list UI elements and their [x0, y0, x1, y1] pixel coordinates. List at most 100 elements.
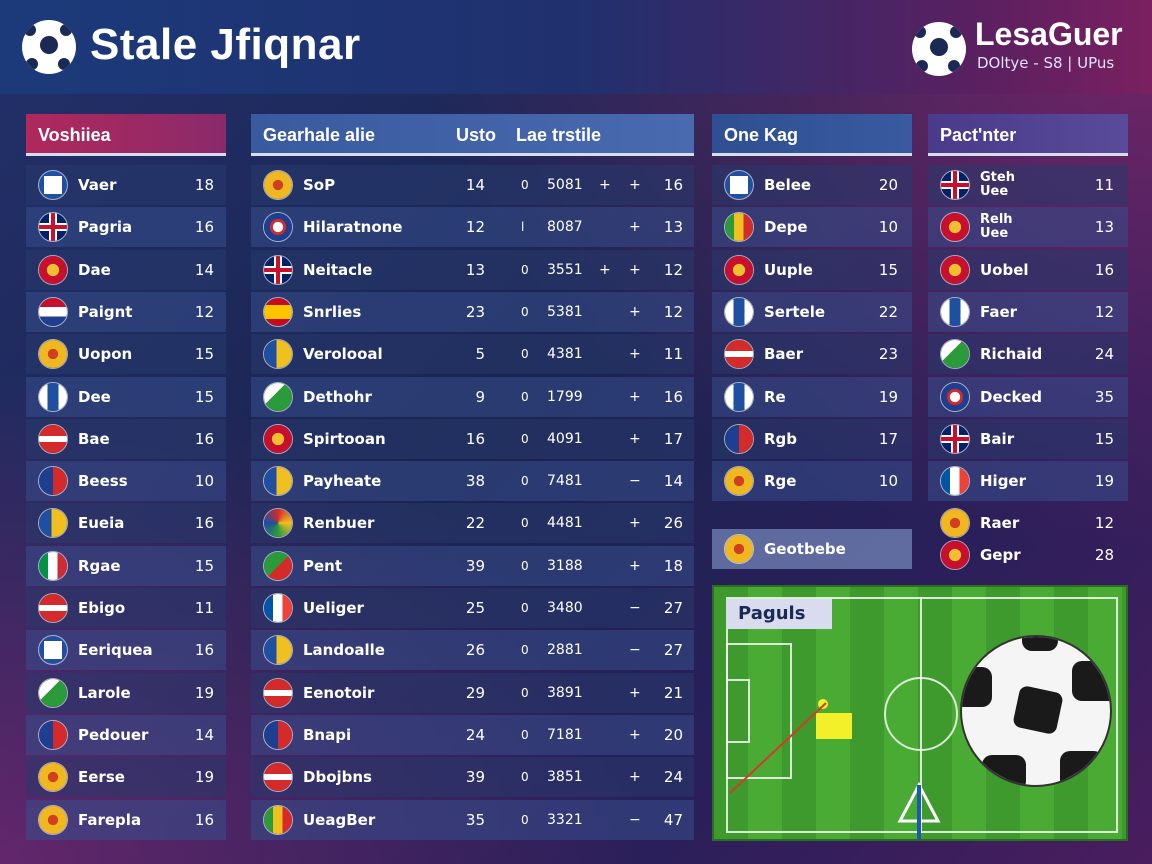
team-points: 16 — [194, 810, 214, 829]
panel-1-header: Voshiiea — [26, 114, 226, 156]
table-row[interactable]: Bae 16 — [26, 418, 226, 459]
table-row[interactable]: SoP 14 0 5081 + +16 — [251, 165, 694, 205]
table-row[interactable]: Higer 19 — [928, 461, 1128, 502]
team-points: 17 — [663, 429, 683, 448]
table-row[interactable]: Snrlies 23 0 5381 +12 — [251, 291, 694, 332]
table-row[interactable]: Eerse 19 — [26, 757, 226, 798]
table-row[interactable]: Paignt 12 — [26, 291, 226, 332]
team-flag-icon — [724, 296, 754, 327]
table-row[interactable]: Verolooal 5 0 4381 +11 — [251, 334, 694, 375]
table-row[interactable]: Rge 10 — [712, 461, 912, 502]
team-points: 13 — [1094, 218, 1114, 237]
team-score: 7181 — [547, 726, 583, 743]
team-name: Pedouer — [78, 725, 149, 744]
table-row[interactable]: Depe 10 — [712, 207, 912, 248]
table-row[interactable]: Dae 14 — [26, 249, 226, 290]
table-row[interactable]: Belee 20 — [712, 165, 912, 205]
table-row[interactable]: Neitacle 13 0 3551 + +12 — [251, 249, 694, 290]
table-row[interactable]: Gepr 28 — [928, 535, 1128, 570]
table-row[interactable]: Beess 10 — [26, 461, 226, 502]
team-flag-icon — [940, 339, 970, 370]
table-row[interactable]: Baer 23 — [712, 334, 912, 375]
team-name: Beess — [78, 472, 128, 491]
table-row[interactable]: Landoalle 26 0 2881 − 27 — [251, 630, 694, 671]
panel-3-extra-row[interactable]: Geotbebe — [712, 529, 912, 569]
table-row[interactable]: Pedouer 14 — [26, 714, 226, 755]
team-name: Pagria — [78, 218, 133, 237]
table-row[interactable]: Re 19 — [712, 376, 912, 417]
table-row[interactable]: Bnapi 24 0 7181 +20 — [251, 714, 694, 755]
team-flag-icon — [263, 593, 293, 623]
table-row[interactable]: Rgae 15 — [26, 545, 226, 586]
team-flag-icon — [724, 466, 754, 497]
table-row[interactable]: Spirtooan 16 0 4091 +17 — [251, 418, 694, 459]
table-row[interactable]: Dethohr 9 0 1799 +16 — [251, 376, 694, 417]
team-points: 19 — [194, 683, 214, 702]
team-name: Neitacle — [303, 260, 373, 279]
team-flag-icon — [38, 719, 68, 750]
team-points: 19 — [194, 768, 214, 787]
table-row[interactable]: Dee 15 — [26, 376, 226, 417]
team-points: 12 — [194, 302, 214, 321]
table-row[interactable]: Eueia 16 — [26, 503, 226, 544]
team-flag-icon — [263, 212, 293, 243]
table-row[interactable]: Decked 35 — [928, 376, 1128, 417]
table-row[interactable]: Dbojbns 39 0 3851 +24 — [251, 757, 694, 798]
table-row[interactable]: Ueliger 25 0 3480 − 27 — [251, 588, 694, 628]
table-row[interactable]: Uuple 15 — [712, 249, 912, 290]
table-row[interactable]: UeagBer 35 0 3321 − 47 — [251, 799, 694, 840]
team-change: + — [629, 557, 641, 574]
team-games: 9 — [475, 387, 485, 406]
team-name: Sertele — [764, 302, 826, 321]
team-flag-icon — [263, 254, 293, 285]
team-flag-icon — [38, 339, 68, 370]
team-name: Larole — [78, 683, 131, 702]
team-points: 16 — [194, 218, 214, 237]
table-row[interactable]: Pagria 16 — [26, 207, 226, 248]
team-name: Snrlies — [303, 302, 362, 321]
table-row[interactable]: Relh Uee 13 — [928, 207, 1128, 248]
team-flag-icon — [38, 635, 68, 666]
table-row[interactable]: Vaer 18 — [26, 165, 226, 205]
table-row[interactable]: Raer 12 — [928, 503, 1128, 538]
team-change: + — [629, 177, 641, 193]
table-row[interactable]: Hilaratnone 12 l 8087 +13 — [251, 207, 694, 248]
team-score: 3851 — [547, 769, 583, 786]
team-change: + — [629, 388, 641, 405]
team-name: Rgb — [764, 429, 798, 448]
table-row[interactable]: Larole 19 — [26, 672, 226, 713]
team-name: Decked — [980, 387, 1042, 406]
table-row[interactable]: Sertele 22 — [712, 291, 912, 332]
team-change: + — [629, 515, 641, 532]
table-row[interactable]: Eenotoir 29 0 3891 +21 — [251, 672, 694, 713]
team-points: 27 — [663, 641, 683, 660]
team-score: 3188 — [547, 557, 583, 574]
team-points: 14 — [194, 260, 214, 279]
table-row[interactable]: Eeriquea 16 — [26, 630, 226, 671]
team-draws: 0 — [521, 304, 529, 319]
team-flag-icon — [940, 381, 970, 412]
table-row[interactable]: Rgb 17 — [712, 418, 912, 459]
table-row[interactable]: Farepla 16 — [26, 799, 226, 840]
standings-panel-3: One Kag Belee 20 Depe 10 Uuple 15 Sertele 22 Bae… — [712, 114, 912, 574]
team-points: 23 — [878, 345, 898, 364]
team-flag-icon — [263, 719, 293, 750]
team-flag-icon — [724, 170, 754, 200]
table-row[interactable]: Renbuer 22 0 4481 +26 — [251, 503, 694, 544]
team-points: 17 — [878, 429, 898, 448]
table-row[interactable]: Ebigo 11 — [26, 588, 226, 628]
table-row[interactable]: Uopon 15 — [26, 334, 226, 375]
table-row[interactable]: Richaid 24 — [928, 334, 1128, 375]
team-points: 14 — [194, 725, 214, 744]
table-row[interactable]: Gteh Uee 11 — [928, 165, 1128, 205]
table-row[interactable]: Faer 12 — [928, 291, 1128, 332]
table-row[interactable]: Bair 15 — [928, 418, 1128, 459]
team-games: 23 — [465, 302, 485, 321]
team-points: 11 — [663, 345, 683, 364]
team-change: − — [629, 642, 641, 659]
table-row[interactable]: Uobel 16 — [928, 249, 1128, 290]
team-name: Renbuer — [303, 514, 375, 533]
team-points: 16 — [194, 429, 214, 448]
table-row[interactable]: Payheate 38 0 7481 − 14 — [251, 461, 694, 502]
table-row[interactable]: Pent 39 0 3188 +18 — [251, 545, 694, 586]
